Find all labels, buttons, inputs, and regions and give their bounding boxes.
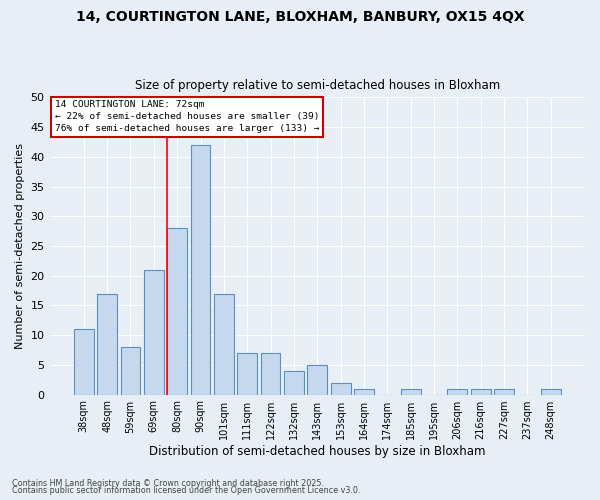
Bar (541, 388, 560, 394)
Title: Size of property relative to semi-detached houses in Bloxham: Size of property relative to semi-detach… (134, 79, 500, 92)
Text: 14 COURTINGTON LANE: 72sqm
← 22% of semi-detached houses are smaller (39)
76% of: 14 COURTINGTON LANE: 72sqm ← 22% of semi… (55, 100, 319, 133)
Bar (238, 353, 257, 395)
Text: 14, COURTINGTON LANE, BLOXHAM, BANBURY, OX15 4QX: 14, COURTINGTON LANE, BLOXHAM, BANBURY, … (76, 10, 524, 24)
Bar (354, 388, 374, 394)
X-axis label: Distribution of semi-detached houses by size in Bloxham: Distribution of semi-detached houses by … (149, 444, 485, 458)
Bar (307, 365, 327, 394)
Bar (471, 388, 491, 394)
Text: Contains public sector information licensed under the Open Government Licence v3: Contains public sector information licen… (12, 486, 361, 495)
Bar (144, 270, 164, 394)
Text: Contains HM Land Registry data © Crown copyright and database right 2025.: Contains HM Land Registry data © Crown c… (12, 478, 324, 488)
Bar (260, 353, 280, 395)
Bar (191, 145, 211, 394)
Bar (401, 388, 421, 394)
Bar (97, 294, 117, 394)
Bar (121, 347, 140, 395)
Bar (214, 294, 234, 394)
Bar (167, 228, 187, 394)
Bar (448, 388, 467, 394)
Bar (74, 329, 94, 394)
Y-axis label: Number of semi-detached properties: Number of semi-detached properties (15, 143, 25, 349)
Bar (494, 388, 514, 394)
Bar (284, 371, 304, 394)
Bar (331, 382, 350, 394)
